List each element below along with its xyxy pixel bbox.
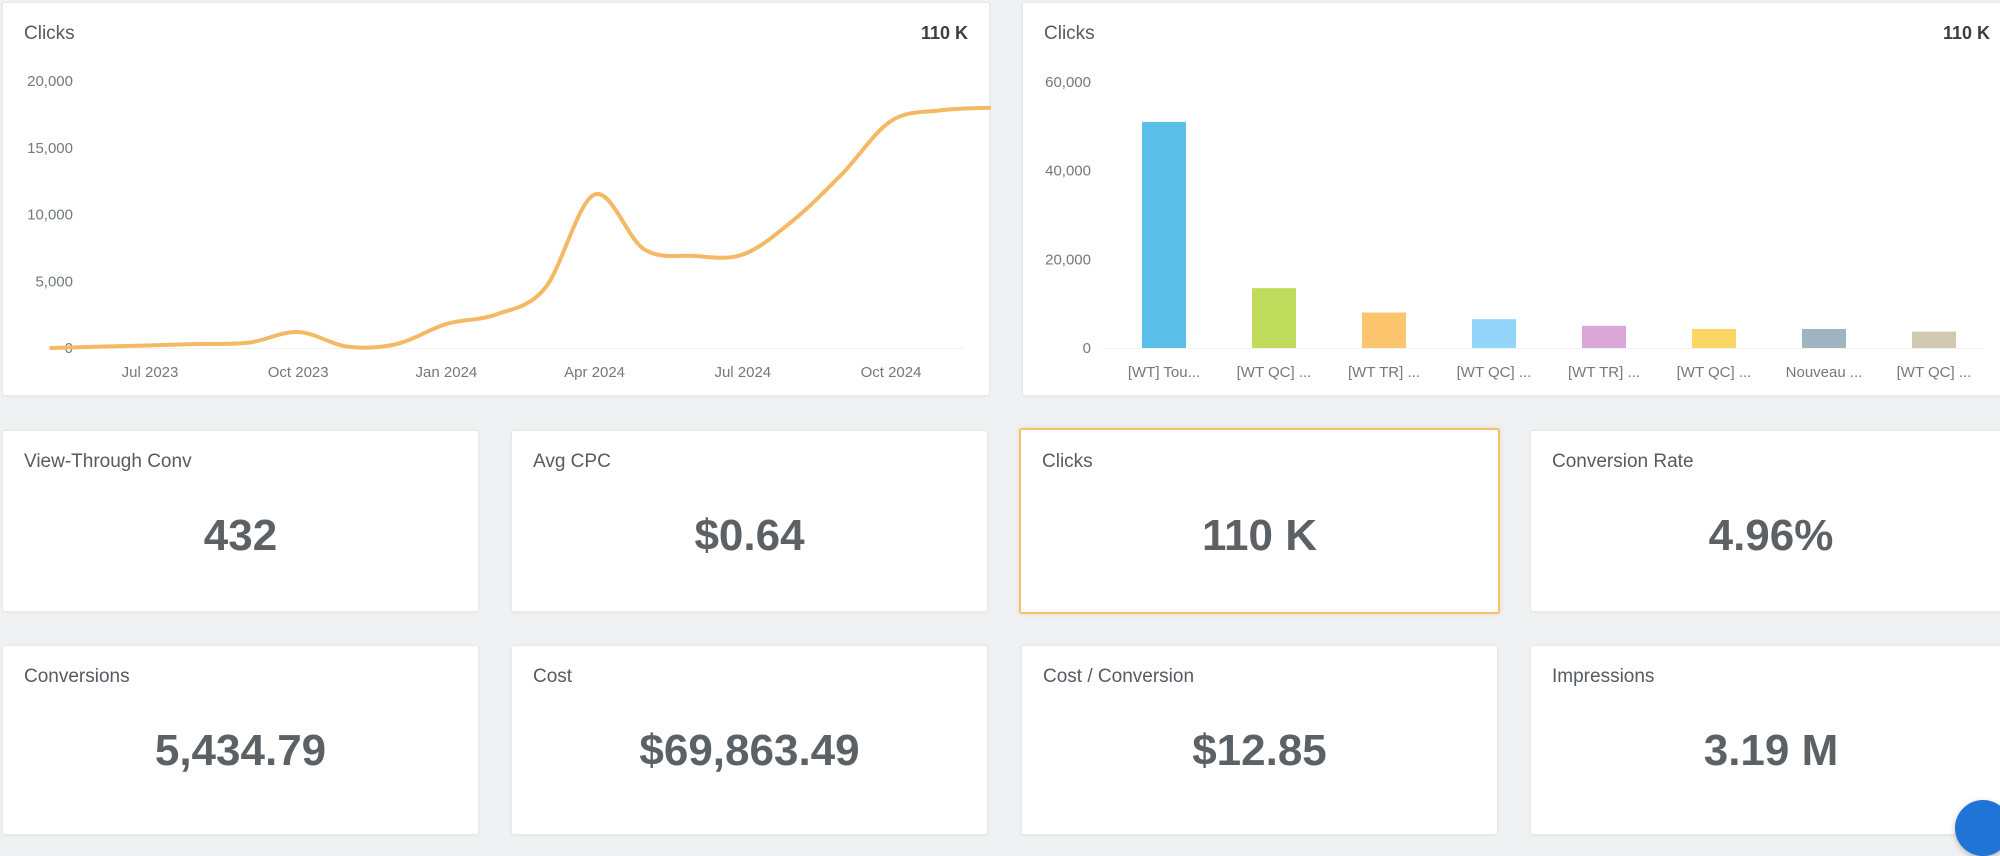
kpi-label: Cost / Conversion — [1043, 666, 1195, 687]
line-chart-card: Clicks 110 K 0 5,000 10,000 15,000 20,000 Jul… — [2, 2, 991, 396]
x-tick-label: [WT QC] ... — [1237, 364, 1312, 381]
x-tick-label: Oct 2023 — [268, 364, 329, 381]
y-tick-label: 15,000 — [27, 140, 73, 157]
kpi-value: 5,434.79 — [154, 726, 327, 775]
bar[interactable] — [1692, 328, 1736, 348]
bar-chart-total: 110 K — [1942, 23, 1990, 43]
x-tick-label: Jul 2024 — [714, 364, 771, 381]
kpi-value: $12.85 — [1192, 726, 1327, 775]
x-tick-label: Jan 2024 — [416, 364, 478, 381]
y-tick-label: 20,000 — [1045, 251, 1091, 268]
kpi-card-cost-per-conversion[interactable]: Cost / Conversion $12.85 — [1021, 645, 1498, 835]
kpi-card-clicks[interactable]: Clicks 110 K — [1019, 428, 1500, 614]
x-tick-label: [WT TR] ... — [1348, 364, 1420, 381]
bar[interactable] — [1472, 319, 1516, 348]
y-tick-label: 5,000 — [35, 273, 73, 290]
kpi-value: $0.64 — [694, 511, 805, 560]
y-tick-label: 10,000 — [27, 207, 73, 224]
kpi-value: 3.19 M — [1703, 726, 1839, 775]
kpi-card-avg-cpc[interactable]: Avg CPC $0.64 — [511, 430, 988, 612]
x-tick-label: Nouveau ... — [1786, 364, 1863, 381]
kpi-card-conversion-rate[interactable]: Conversion Rate 4.96% — [1530, 430, 2000, 612]
bar-chart-card: Clicks 110 K 0 20,000 40,000 60,000 [WT] Tou… — [1022, 2, 2000, 396]
kpi-label: View-Through Conv — [24, 451, 192, 472]
x-tick-label: [WT QC] ... — [1457, 364, 1532, 381]
kpi-card-cost[interactable]: Cost $69,863.49 — [511, 645, 988, 835]
bar[interactable] — [1252, 288, 1296, 348]
kpi-label: Clicks — [1042, 451, 1093, 472]
x-tick-label: [WT] Tou... — [1128, 364, 1200, 381]
y-tick-label: 0 — [1083, 340, 1091, 357]
kpi-label: Conversion Rate — [1552, 451, 1694, 472]
bar[interactable] — [1362, 312, 1406, 348]
bar[interactable] — [1582, 325, 1626, 348]
x-tick-label: [WT QC] ... — [1677, 364, 1752, 381]
bar-chart: 0 20,000 40,000 60,000 [WT] Tou... [WT QC] ..… — [1045, 74, 1983, 381]
bar[interactable] — [1802, 328, 1846, 348]
y-tick-label: 20,000 — [27, 73, 73, 90]
kpi-value: 110 K — [1202, 511, 1317, 560]
x-tick-label: Oct 2024 — [861, 364, 922, 381]
kpi-value: $69,863.49 — [639, 726, 860, 775]
kpi-card-impressions[interactable]: Impressions 3.19 M — [1530, 645, 2000, 835]
clicks-series-line[interactable] — [49, 105, 991, 350]
kpi-value: 4.96% — [1708, 511, 1834, 560]
kpi-label: Impressions — [1552, 666, 1655, 687]
kpi-value: 432 — [203, 511, 278, 560]
kpi-label: Avg CPC — [533, 451, 611, 472]
x-tick-label: [WT QC] ... — [1897, 364, 1972, 381]
y-tick-label: 40,000 — [1045, 163, 1091, 180]
bar[interactable] — [1142, 121, 1186, 349]
x-tick-label: Apr 2024 — [564, 364, 625, 381]
kpi-card-conversions[interactable]: Conversions 5,434.79 — [2, 645, 479, 835]
x-tick-label: Jul 2023 — [122, 364, 179, 381]
kpi-label: Cost — [533, 666, 573, 687]
kpi-card-view-through-conv[interactable]: View-Through Conv 432 — [2, 430, 479, 612]
y-tick-label: 60,000 — [1045, 74, 1091, 91]
line-chart-title: Clicks — [24, 23, 75, 44]
bar[interactable] — [1912, 331, 1956, 348]
x-tick-label: [WT TR] ... — [1568, 364, 1640, 381]
bar-chart-title: Clicks — [1044, 23, 1095, 44]
chat-fab-button[interactable] — [1955, 800, 2000, 856]
line-chart-total: 110 K — [920, 23, 968, 43]
kpi-label: Conversions — [24, 666, 130, 687]
